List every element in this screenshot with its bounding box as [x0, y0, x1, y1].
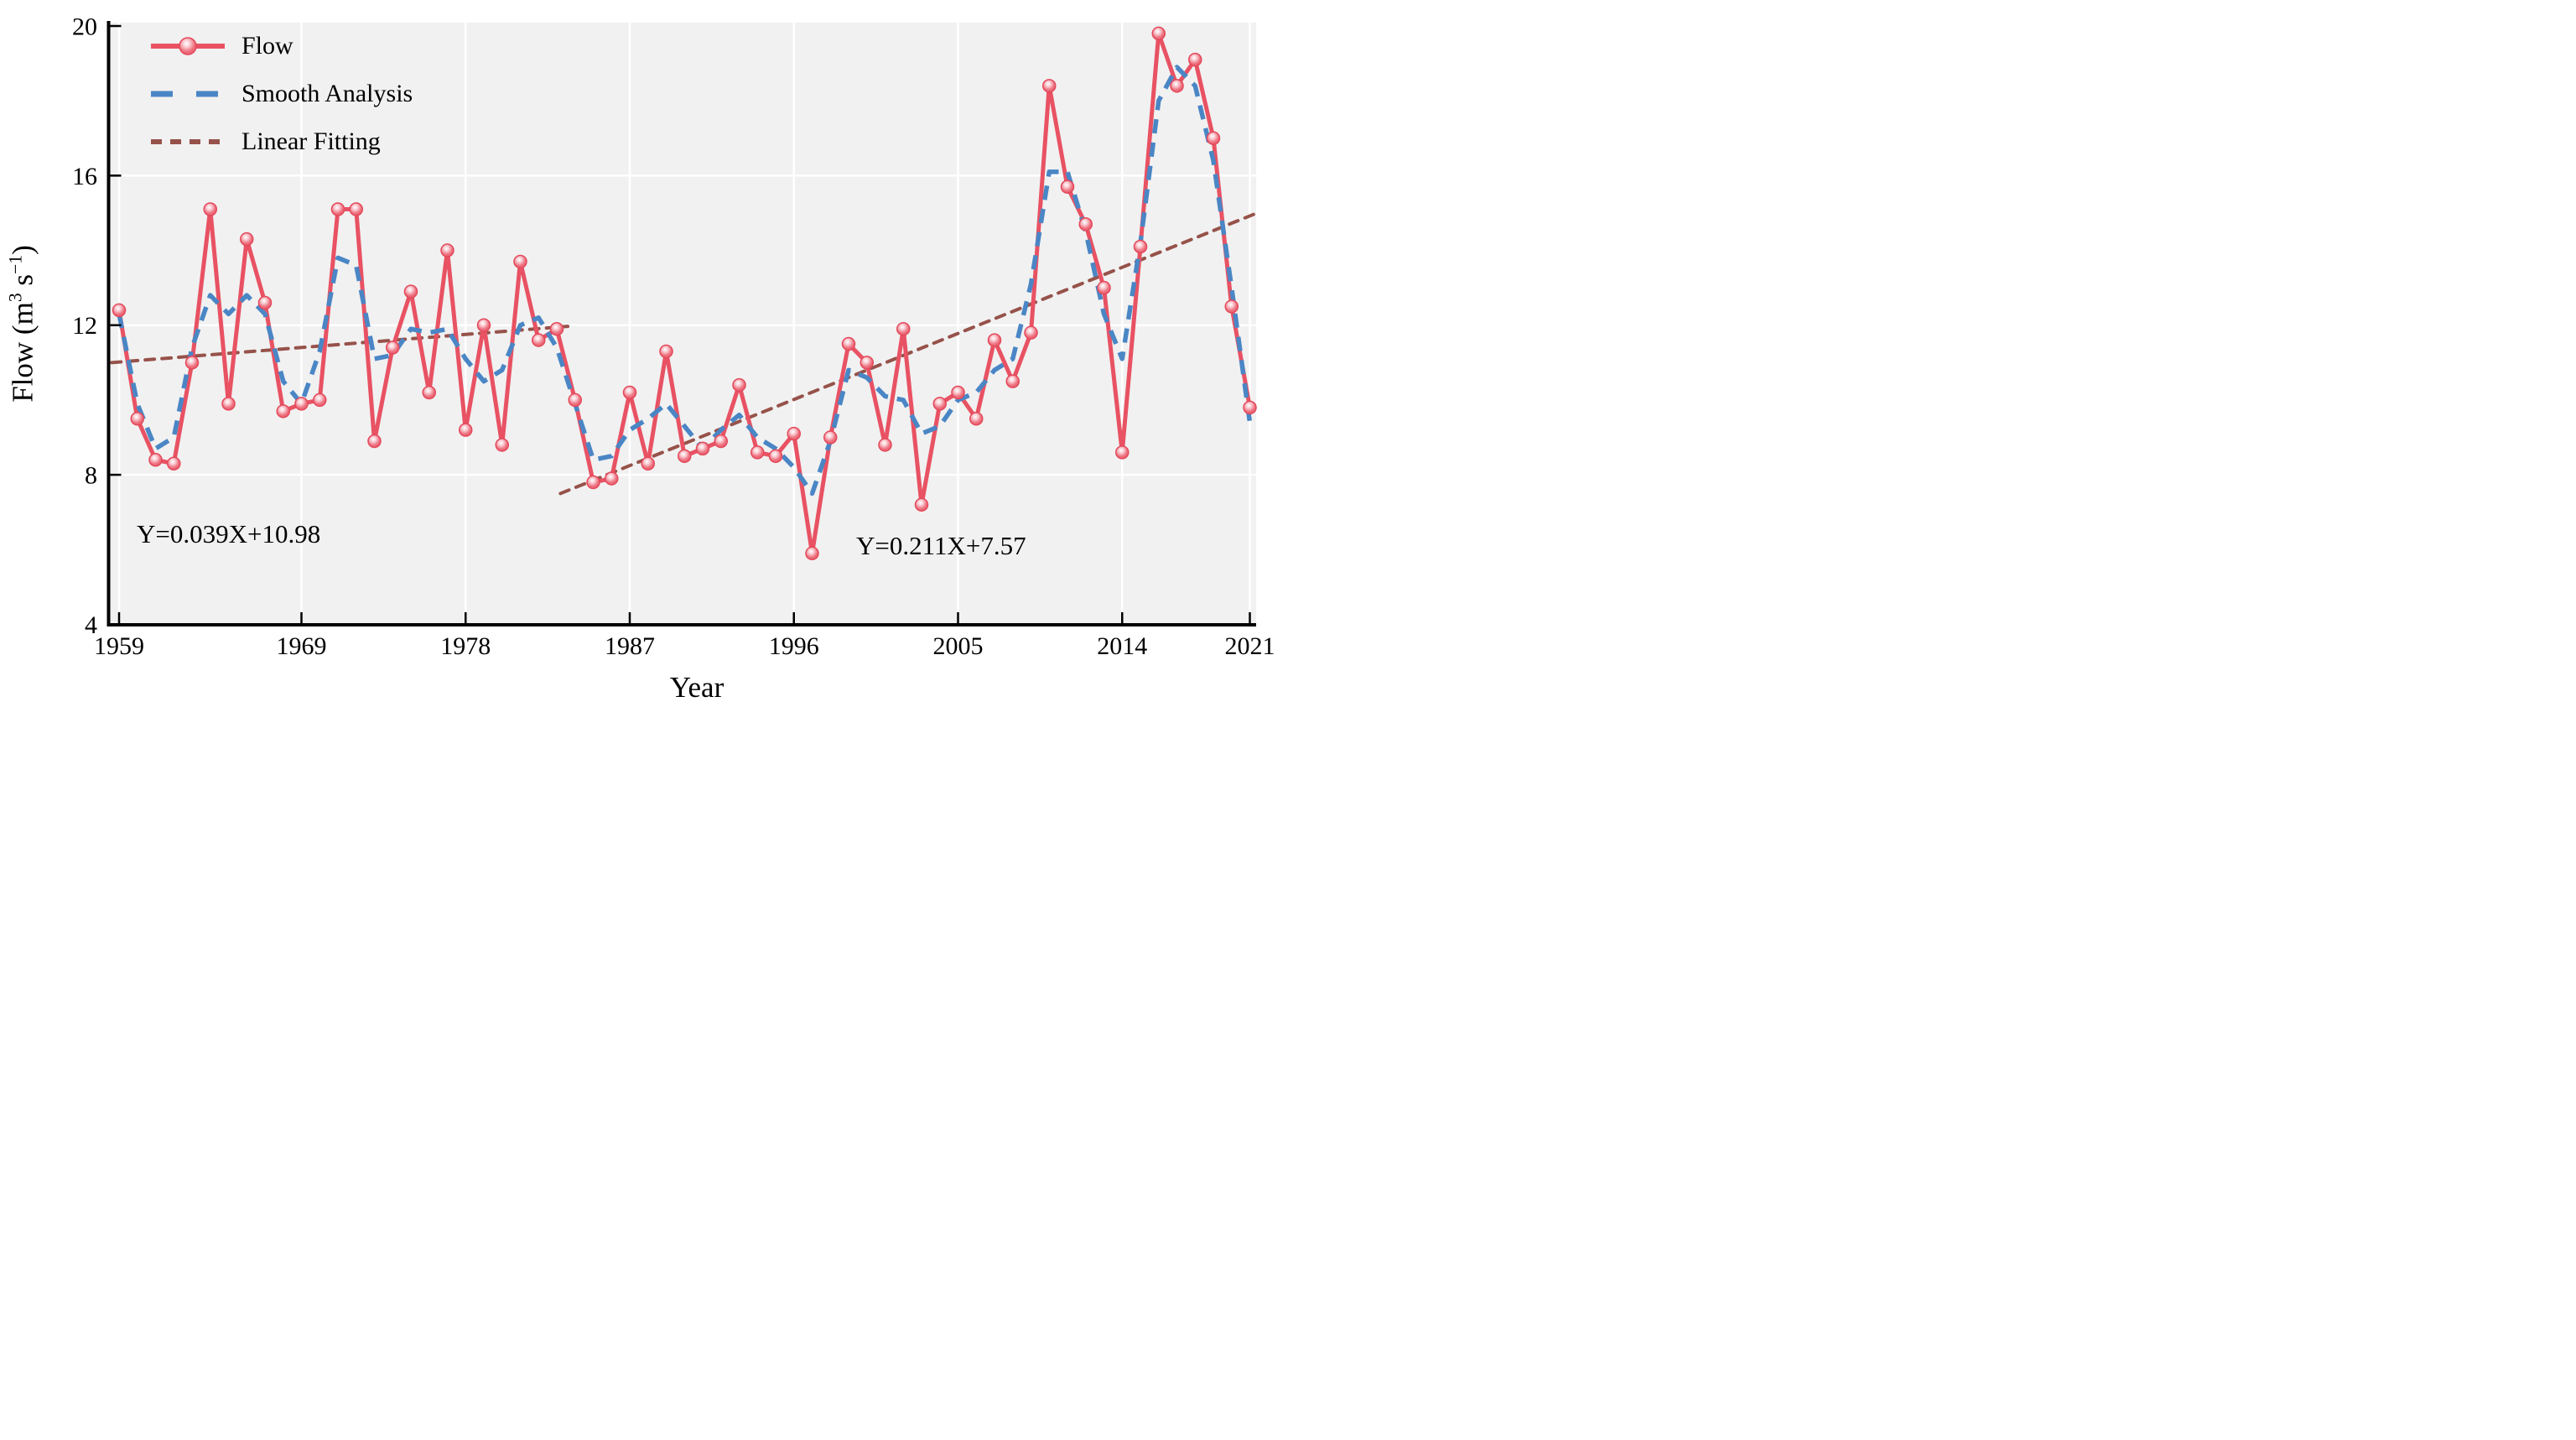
y-tick-label-12: 12 [72, 312, 97, 340]
flow-marker-1999 [841, 336, 856, 351]
tick-labels: 4 8 12 16 20 1959 1969 1978 1987 1996 2005 2014 2021 [72, 13, 1275, 660]
flow-marker-1982 [532, 333, 546, 347]
flow-marker-1961 [148, 453, 163, 467]
flow-marker-2017 [1170, 79, 1184, 93]
flow-marker-2015 [1133, 239, 1148, 254]
flow-marker-1987 [622, 385, 637, 400]
flow-marker-1998 [823, 430, 838, 444]
y-axis-title: Flow (m3 s−1) [5, 245, 39, 403]
flow-marker-2020 [1224, 299, 1239, 314]
x-tick-label-2014: 2014 [1097, 632, 1147, 660]
flow-marker-1962 [167, 456, 181, 470]
flow-marker-1997 [805, 546, 819, 561]
flow-marker-1973 [367, 434, 382, 449]
flow-marker-2009 [1024, 325, 1038, 340]
flow-marker-2007 [987, 333, 1002, 347]
flow-marker-1993 [732, 377, 746, 392]
flow-marker-1986 [605, 471, 619, 486]
flow-chart-figure: 4 8 12 16 20 1959 1969 1978 1987 1996 2005 2014 2021… [0, 0, 1288, 720]
equation-annotation-left: Y=0.039X+10.98 [137, 519, 321, 548]
flow-marker-2016 [1151, 26, 1166, 41]
flow-marker-2002 [896, 321, 911, 336]
axes-spines-and-ticks [106, 21, 1256, 626]
y-tick-label-20: 20 [72, 13, 97, 40]
legend-item-linear: Linear Fitting [149, 123, 413, 160]
flow-marker-2010 [1042, 79, 1057, 93]
flow-marker-1966 [240, 231, 254, 247]
smooth-line-sample-icon [151, 91, 225, 97]
flow-marker-2021 [1243, 400, 1257, 415]
flow-marker-2003 [914, 497, 929, 512]
flow-marker-1970 [313, 392, 327, 408]
flow-line-sample-icon [151, 37, 225, 55]
x-tick-label-2021: 2021 [1225, 632, 1275, 660]
y-tick-label-16: 16 [72, 163, 97, 190]
flow-marker-1977 [440, 243, 454, 257]
flow-marker-1990 [678, 449, 692, 464]
flow-marker-1994 [750, 445, 765, 460]
flow-marker-1965 [221, 397, 236, 411]
flow-marker-2004 [932, 397, 947, 411]
flow-marker-1969 [294, 397, 309, 411]
x-tick-label-1987: 1987 [605, 632, 655, 660]
flow-marker-1975 [403, 284, 418, 299]
smooth-analysis-line [117, 65, 1253, 496]
chart-canvas: 4 8 12 16 20 1959 1969 1978 1987 1996 2005 2014 2021 [72, 13, 1275, 660]
legend-label-flow: Flow [242, 32, 293, 60]
flow-marker-1996 [787, 426, 801, 441]
y-tick-label-8: 8 [85, 462, 97, 490]
legend-label-smooth: Smooth Analysis [242, 80, 413, 107]
flow-marker-2000 [860, 356, 874, 370]
flow-marker-1964 [203, 202, 217, 216]
smooth-polyline [117, 65, 1253, 496]
flow-marker-1976 [422, 385, 436, 400]
x-tick-label-1978: 1978 [440, 632, 491, 660]
flow-marker-1991 [695, 441, 710, 456]
legend-label-linear: Linear Fitting [242, 127, 381, 155]
flow-marker-1963 [184, 356, 200, 370]
x-tick-label-1969: 1969 [277, 632, 327, 660]
flow-marker-2011 [1060, 179, 1075, 195]
flow-marker-1980 [495, 438, 509, 452]
flow-marker-1984 [568, 392, 582, 408]
flow-marker-1971 [330, 202, 345, 216]
flow-marker-2019 [1206, 131, 1221, 146]
flow-marker-1983 [549, 321, 564, 336]
flow-marker-1985 [586, 475, 600, 490]
flow-marker-1978 [459, 423, 473, 437]
flow-marker-1989 [659, 344, 673, 359]
flow-marker-1974 [386, 341, 400, 355]
flow-marker-2005 [951, 385, 965, 400]
flow-marker-2001 [878, 438, 892, 452]
x-axis-title: Year [669, 671, 724, 704]
flow-marker-2008 [1005, 374, 1020, 388]
x-tick-label-2005: 2005 [933, 632, 984, 660]
linear-fit-segment-1 [110, 325, 570, 365]
flow-marker-2018 [1188, 52, 1202, 67]
flow-marker-2014 [1115, 445, 1130, 460]
linear-line-sample-icon [151, 139, 225, 144]
x-tick-label-1959: 1959 [94, 632, 144, 660]
equation-annotation-right: Y=0.211X+7.57 [856, 531, 1026, 560]
flow-marker-1981 [513, 254, 527, 269]
legend-item-smooth: Smooth Analysis [149, 75, 413, 112]
flow-markers [112, 26, 1257, 561]
flow-marker-1968 [276, 404, 290, 418]
x-tick-label-1996: 1996 [769, 632, 819, 660]
flow-marker-1959 [112, 303, 127, 318]
flow-marker-2012 [1078, 217, 1093, 231]
flow-marker-2006 [969, 411, 984, 426]
y-tick-label-4: 4 [85, 611, 97, 639]
flow-marker-1992 [714, 434, 728, 449]
flow-marker-1995 [768, 449, 783, 464]
flow-marker-1967 [257, 295, 273, 310]
legend: Flow Smooth Analysis Linear Fitting [149, 28, 413, 160]
legend-item-flow: Flow [149, 28, 413, 65]
flow-marker-1960 [130, 411, 144, 426]
flow-marker-1972 [349, 202, 363, 216]
flow-marker-1988 [641, 456, 655, 470]
flow-marker-2013 [1097, 280, 1111, 295]
flow-marker-1979 [476, 318, 491, 332]
